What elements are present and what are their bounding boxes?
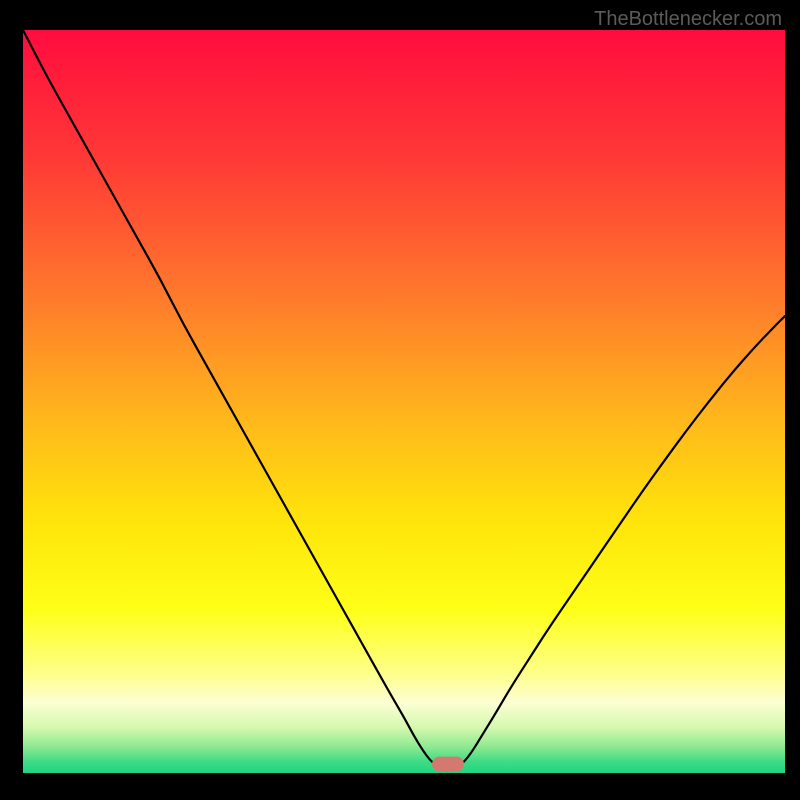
bottleneck-curve (23, 30, 785, 769)
stage: TheBottlenecker.com (0, 0, 800, 800)
plot-area (23, 30, 785, 773)
optimum-marker (432, 757, 464, 772)
curve-layer (23, 30, 785, 773)
attribution-label: TheBottlenecker.com (594, 8, 782, 31)
